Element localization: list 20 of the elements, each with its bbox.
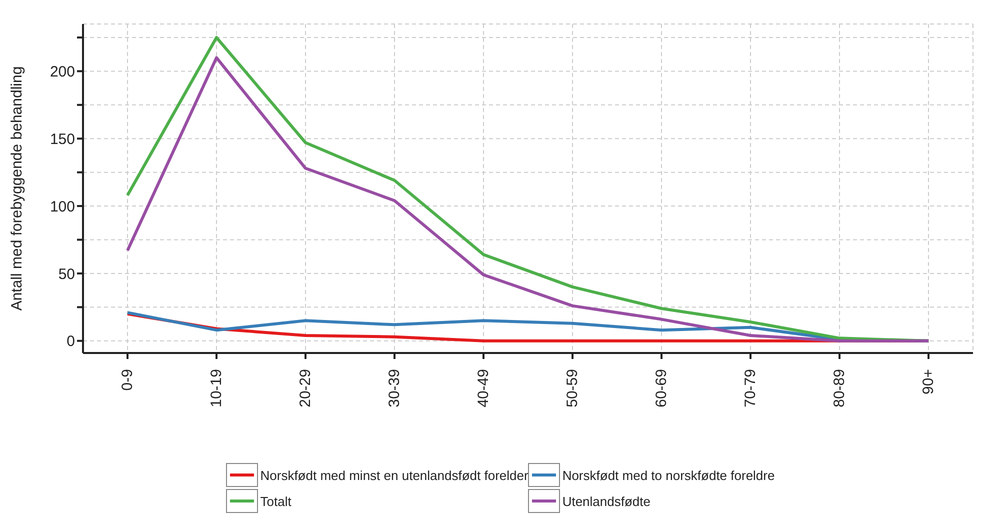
y-tick-label: 0 [66,333,75,350]
x-tick-label: 10-19 [208,369,225,408]
y-tick-label: 200 [50,64,75,81]
x-tick-label: 20-29 [297,369,314,408]
legend-label: Norskfødt med minst en utenlandsfødt forelder [260,468,528,482]
legend-label: Norskfødt med to norskfødte foreldre [562,468,775,482]
y-tick-label: 50 [58,266,75,283]
x-tick-label: 70-79 [742,369,759,408]
x-tick-label: 30-39 [386,369,403,408]
x-tick-label: 80-89 [831,369,848,408]
x-tick-label: 50-59 [564,369,581,408]
legend-label: Utenlandsfødte [562,494,650,508]
legend-label: Totalt [260,494,292,508]
y-axis-title: Antall med forebyggende behandling [8,66,26,311]
y-tick-label: 100 [50,198,75,216]
y-tick-label: 150 [50,130,75,148]
x-tick-label: 0-9 [119,369,136,391]
x-tick-label: 60-69 [653,369,670,408]
x-tick-label: 90+ [920,368,937,394]
x-tick-label: 40-49 [475,369,492,408]
